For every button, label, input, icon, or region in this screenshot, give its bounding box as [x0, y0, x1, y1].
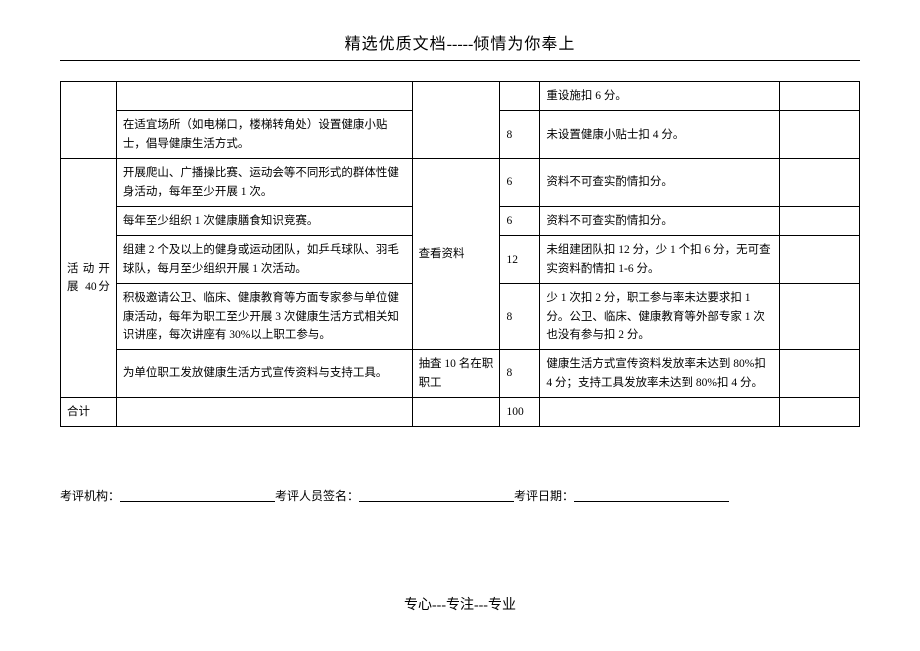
page-footer: 专心---专注---专业: [60, 594, 860, 614]
cell-item: 开展爬山、广播操比赛、运动会等不同形式的群体性健身活动，每年至少开展 1 次。: [116, 159, 412, 207]
cell-score: 8: [500, 284, 540, 350]
cell-deduction: 少 1 次扣 2 分，职工参与率未达要求扣 1 分。公卫、临床、健康教育等外部专…: [540, 284, 780, 350]
cell-blank: [540, 398, 780, 427]
cell-item: 在适宜场所（如电梯口，楼梯转角处）设置健康小贴士，倡导健康生活方式。: [116, 111, 412, 159]
cell-blank: [780, 284, 860, 350]
cell-blank: [780, 398, 860, 427]
page-header-title: 精选优质文档-----倾情为你奉上: [60, 30, 860, 54]
cell-total-label: 合计: [61, 398, 117, 427]
signature-line: 考评机构： 考评人员签名： 考评日期：: [60, 487, 860, 504]
cell-blank: [780, 236, 860, 284]
cell-deduction: 重设施扣 6 分。: [540, 82, 780, 111]
cell-blank: [116, 398, 412, 427]
cell-blank: [780, 206, 860, 235]
cell-method: 抽査 10 名在职职工: [412, 350, 500, 398]
cell-score: 6: [500, 206, 540, 235]
sig-org-blank[interactable]: [120, 487, 275, 502]
cell-blank: [780, 350, 860, 398]
sig-signer-blank[interactable]: [359, 487, 514, 502]
header-divider: [60, 60, 860, 61]
cell-blank: [116, 82, 412, 111]
table-row: 重设施扣 6 分。: [61, 82, 860, 111]
header-right: 倾情为你奉上: [473, 36, 575, 53]
cell-method: 查看资料: [412, 159, 500, 350]
cell-score: 8: [500, 111, 540, 159]
cell-deduction: 未设置健康小贴士扣 4 分。: [540, 111, 780, 159]
cell-deduction: 资料不可查实酌情扣分。: [540, 159, 780, 207]
table-row: 为单位职工发放健康生活方式宣传资料与支持工具。 抽査 10 名在职职工 8 健康…: [61, 350, 860, 398]
cell-blank: [780, 111, 860, 159]
table-row: 活动开展 40分 开展爬山、广播操比赛、运动会等不同形式的群体性健身活动，每年至…: [61, 159, 860, 207]
sig-date-blank[interactable]: [574, 487, 729, 502]
sig-org-label: 考评机构：: [60, 487, 120, 504]
cell-total-score: 100: [500, 398, 540, 427]
sig-date-label: 考评日期：: [514, 487, 574, 504]
cell-score: 12: [500, 236, 540, 284]
cell-deduction: 健康生活方式宣传资料发放率未达到 80%扣 4 分；支持工具发放率未达到 80%…: [540, 350, 780, 398]
cell-deduction: 资料不可查实酌情扣分。: [540, 206, 780, 235]
cell-item: 积极邀请公卫、临床、健康教育等方面专家参与单位健康活动，每年为职工至少开展 3 …: [116, 284, 412, 350]
cell-score: 6: [500, 159, 540, 207]
cell-item: 组建 2 个及以上的健身或运动团队，如乒乓球队、羽毛球队，每月至少组织开展 1 …: [116, 236, 412, 284]
cell-deduction: 未组建团队扣 12 分，少 1 个扣 6 分，无可查实资料酌情扣 1-6 分。: [540, 236, 780, 284]
header-left: 精选优质文档: [345, 36, 447, 53]
assessment-table: 重设施扣 6 分。 在适宜场所（如电梯口，楼梯转角处）设置健康小贴士，倡导健康生…: [60, 81, 860, 427]
cell-blank: [412, 398, 500, 427]
cell-blank: [500, 82, 540, 111]
cell-blank: [412, 82, 500, 159]
cell-score: 8: [500, 350, 540, 398]
cell-item: 为单位职工发放健康生活方式宣传资料与支持工具。: [116, 350, 412, 398]
table-row-total: 合计 100: [61, 398, 860, 427]
cell-blank: [61, 82, 117, 159]
cell-item: 每年至少组织 1 次健康膳食知识竞赛。: [116, 206, 412, 235]
sig-signer-label: 考评人员签名：: [275, 487, 359, 504]
cell-blank: [780, 159, 860, 207]
cell-blank: [780, 82, 860, 111]
cell-category: 活动开展 40分: [61, 159, 117, 398]
header-sep: -----: [447, 36, 474, 53]
